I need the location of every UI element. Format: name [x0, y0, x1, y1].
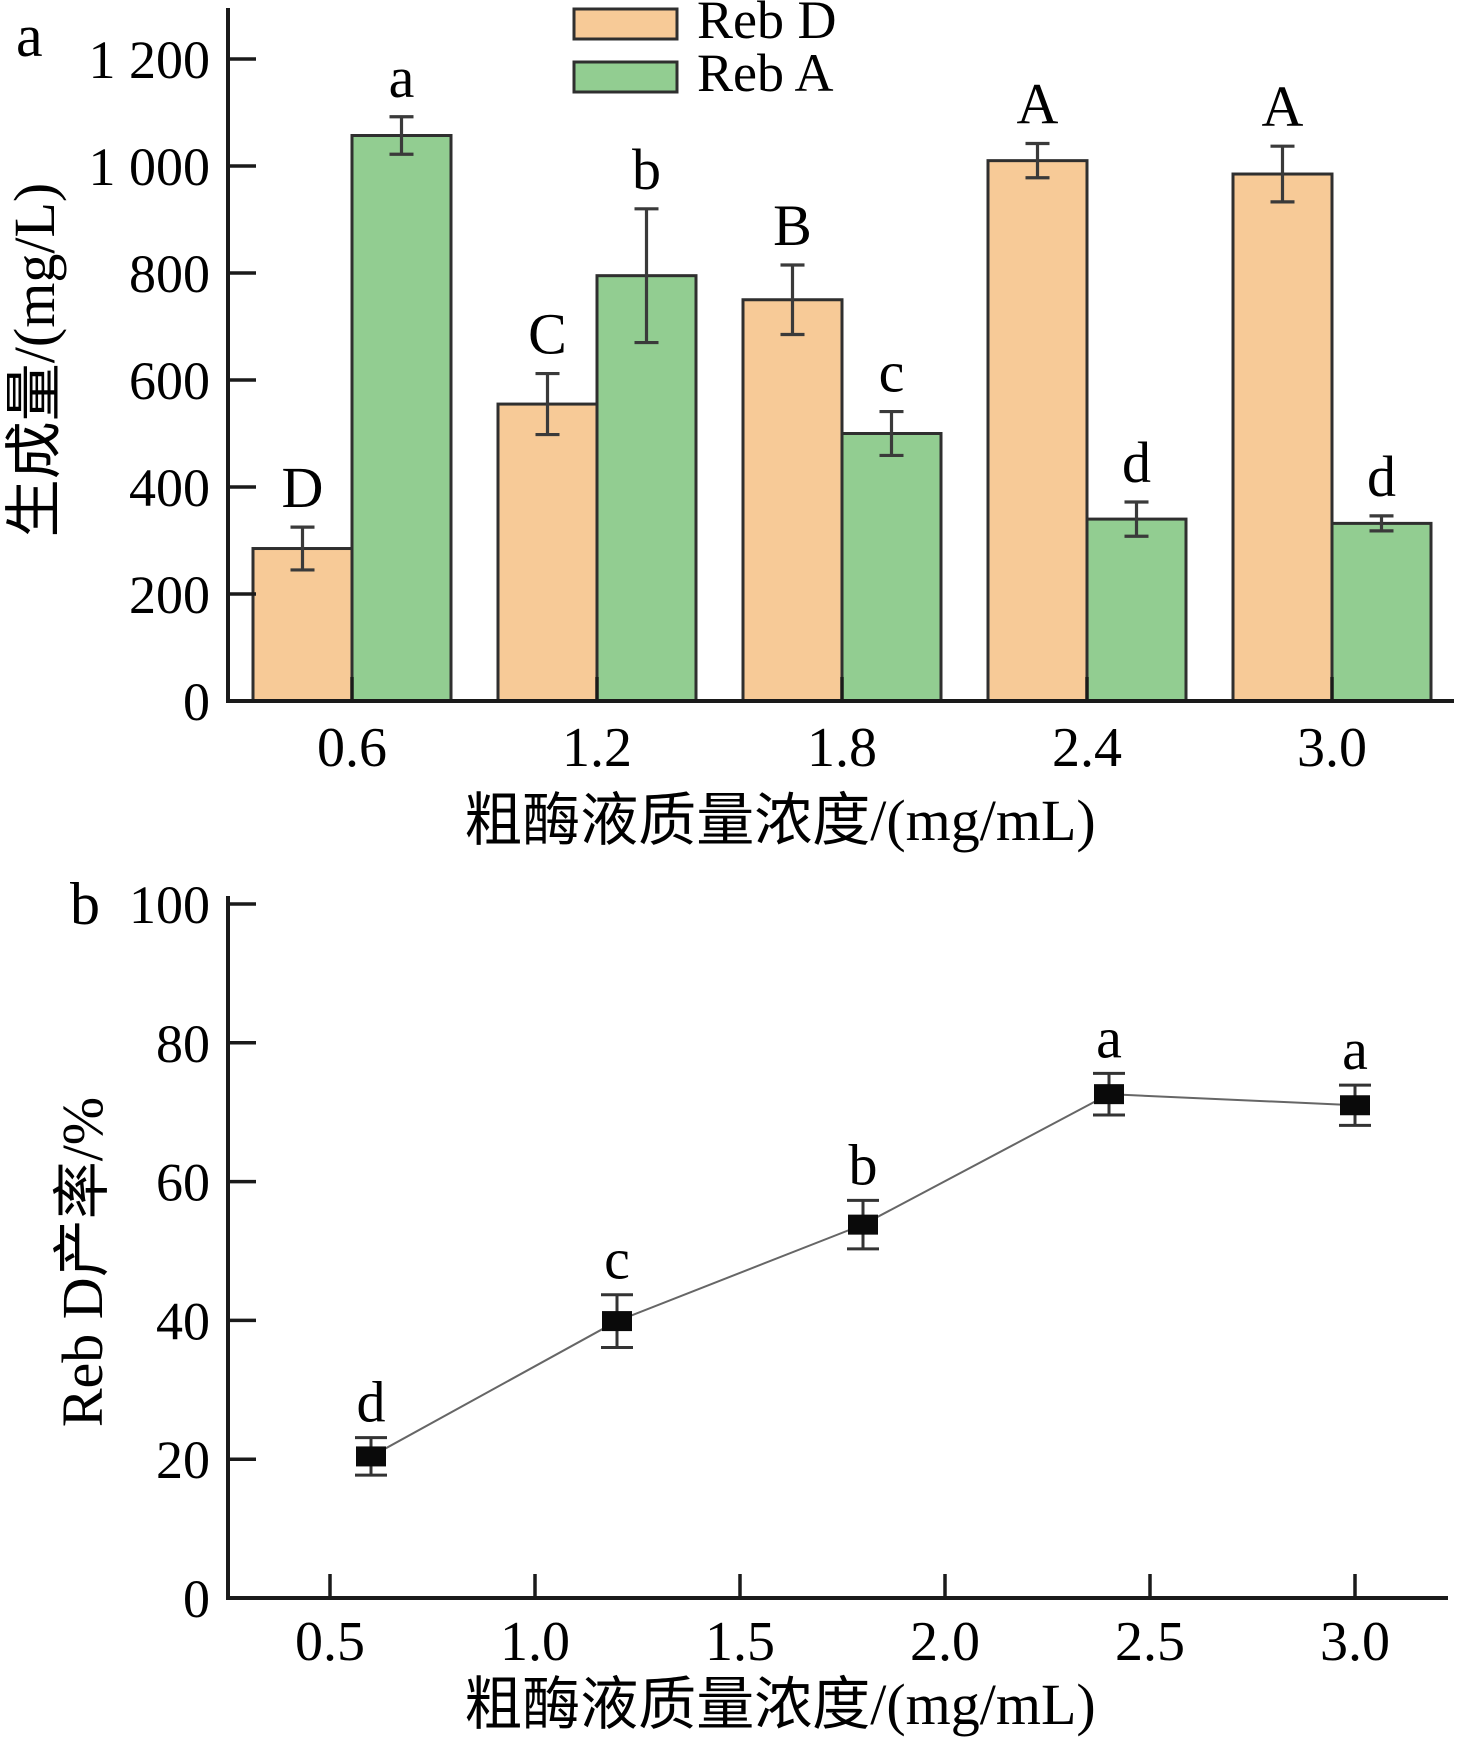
y-axis-tick-label: 60	[156, 1153, 210, 1213]
panel-a-letter: a	[16, 3, 43, 69]
bar-reb-d-3.0	[1231, 172, 1334, 703]
significance-letter: a	[389, 45, 415, 110]
significance-letter: c	[604, 1227, 630, 1292]
x-axis-tick-label: 1.8	[807, 717, 877, 779]
y-axis-tick-label: 80	[156, 1014, 210, 1074]
x-axis-tick-label: 0.6	[317, 717, 387, 779]
significance-letter: D	[282, 455, 324, 520]
panel-b-x-axis-title: 粗酶液质量浓度/(mg/mL)	[464, 1672, 1096, 1737]
data-point-marker	[848, 1214, 878, 1235]
bar-reb-d-0.6	[251, 547, 354, 703]
legend-label-reb-a: Reb A	[697, 43, 834, 103]
legend-swatch-reb-d	[572, 7, 679, 41]
panel-a-x-axis-title: 粗酶液质量浓度/(mg/mL)	[464, 788, 1096, 853]
significance-letter: C	[528, 302, 567, 367]
bar-reb-a-0.6	[350, 134, 453, 703]
x-axis-tick-label: 3.0	[1320, 1611, 1390, 1673]
legend: Reb D Reb A	[572, 0, 836, 103]
bar-reb-a-1.8	[840, 432, 943, 703]
bar-reb-d-1.8	[741, 298, 844, 703]
significance-letter: a	[1342, 1017, 1368, 1082]
panel-b-line-chart: b 粗酶液质量浓度/(mg/mL) Reb D产率/% d c b a a 0 20 40 60…	[0, 870, 1457, 1741]
significance-letter: b	[849, 1132, 878, 1197]
y-axis-tick-label: 1 000	[89, 137, 211, 197]
x-axis-tick-label: 0.5	[295, 1611, 365, 1673]
significance-letter: a	[1096, 1005, 1122, 1070]
x-axis-tick-label: 1.2	[562, 717, 632, 779]
bar-reb-a-3.0	[1330, 521, 1433, 703]
panel-a-plot-area: Da Cb Bc Ad Ad 0 200 400 600 800 1 000 1 200 0.6 1.2 1…	[89, 8, 1454, 779]
bar-reb-d-2.4	[986, 159, 1089, 703]
y-axis-tick-label: 100	[129, 875, 210, 935]
panel-b-plot-area: d c b a a 0 20 40 60 80 100 0.5 1.0 1.5 2.0 2.5 3.0	[129, 875, 1448, 1673]
significance-letter: d	[1122, 430, 1151, 495]
line-chart-svg: b 粗酶液质量浓度/(mg/mL) Reb D产率/% d c b a a 0 20 40 60…	[50, 871, 1448, 1737]
significance-letter: A	[1262, 74, 1304, 139]
y-axis-tick-label: 200	[129, 565, 210, 625]
data-point-marker	[1340, 1095, 1370, 1116]
significance-letter: B	[773, 193, 812, 258]
bar-reb-d-1.2	[496, 402, 599, 703]
data-point-marker	[1094, 1084, 1124, 1105]
y-axis-tick-label: 20	[156, 1430, 210, 1490]
y-axis-tick-label: 0	[183, 1569, 210, 1629]
panel-a-y-axis-title: 生成量/(mg/L)	[2, 183, 67, 537]
significance-letter: b	[632, 137, 661, 202]
x-axis-tick-label: 3.0	[1297, 717, 1367, 779]
bar-reb-a-2.4	[1085, 517, 1188, 703]
significance-letter: c	[879, 340, 905, 405]
y-axis-tick-label: 1 200	[89, 30, 211, 90]
panel-a-bar-chart: a Reb D Reb A 粗酶液质量浓度/(mg/mL) 生成量/(mg/L)…	[0, 0, 1457, 870]
x-axis-tick-label: 2.5	[1115, 1611, 1185, 1673]
y-axis-tick-label: 40	[156, 1291, 210, 1351]
y-axis-tick-label: 600	[129, 351, 210, 411]
x-axis-tick-label: 1.5	[705, 1611, 775, 1673]
significance-letter: A	[1017, 72, 1059, 137]
x-axis-tick-label: 1.0	[500, 1611, 570, 1673]
legend-label-reb-d: Reb D	[697, 0, 836, 50]
y-axis-tick-label: 800	[129, 244, 210, 304]
bar-chart-svg: a Reb D Reb A 粗酶液质量浓度/(mg/mL) 生成量/(mg/L)…	[2, 0, 1454, 853]
legend-swatch-reb-a	[572, 60, 679, 94]
y-axis-tick-label: 0	[183, 672, 210, 732]
data-point-marker	[602, 1311, 632, 1332]
x-axis-tick-label: 2.0	[910, 1611, 980, 1673]
significance-letter: d	[1367, 444, 1396, 509]
x-axis-tick-label: 2.4	[1052, 717, 1122, 779]
significance-letter: d	[357, 1370, 386, 1435]
y-axis-tick-label: 400	[129, 458, 210, 518]
data-point-marker	[356, 1446, 386, 1467]
panel-b-letter: b	[70, 871, 100, 937]
panel-b-y-axis-title: Reb D产率/%	[50, 1097, 115, 1427]
